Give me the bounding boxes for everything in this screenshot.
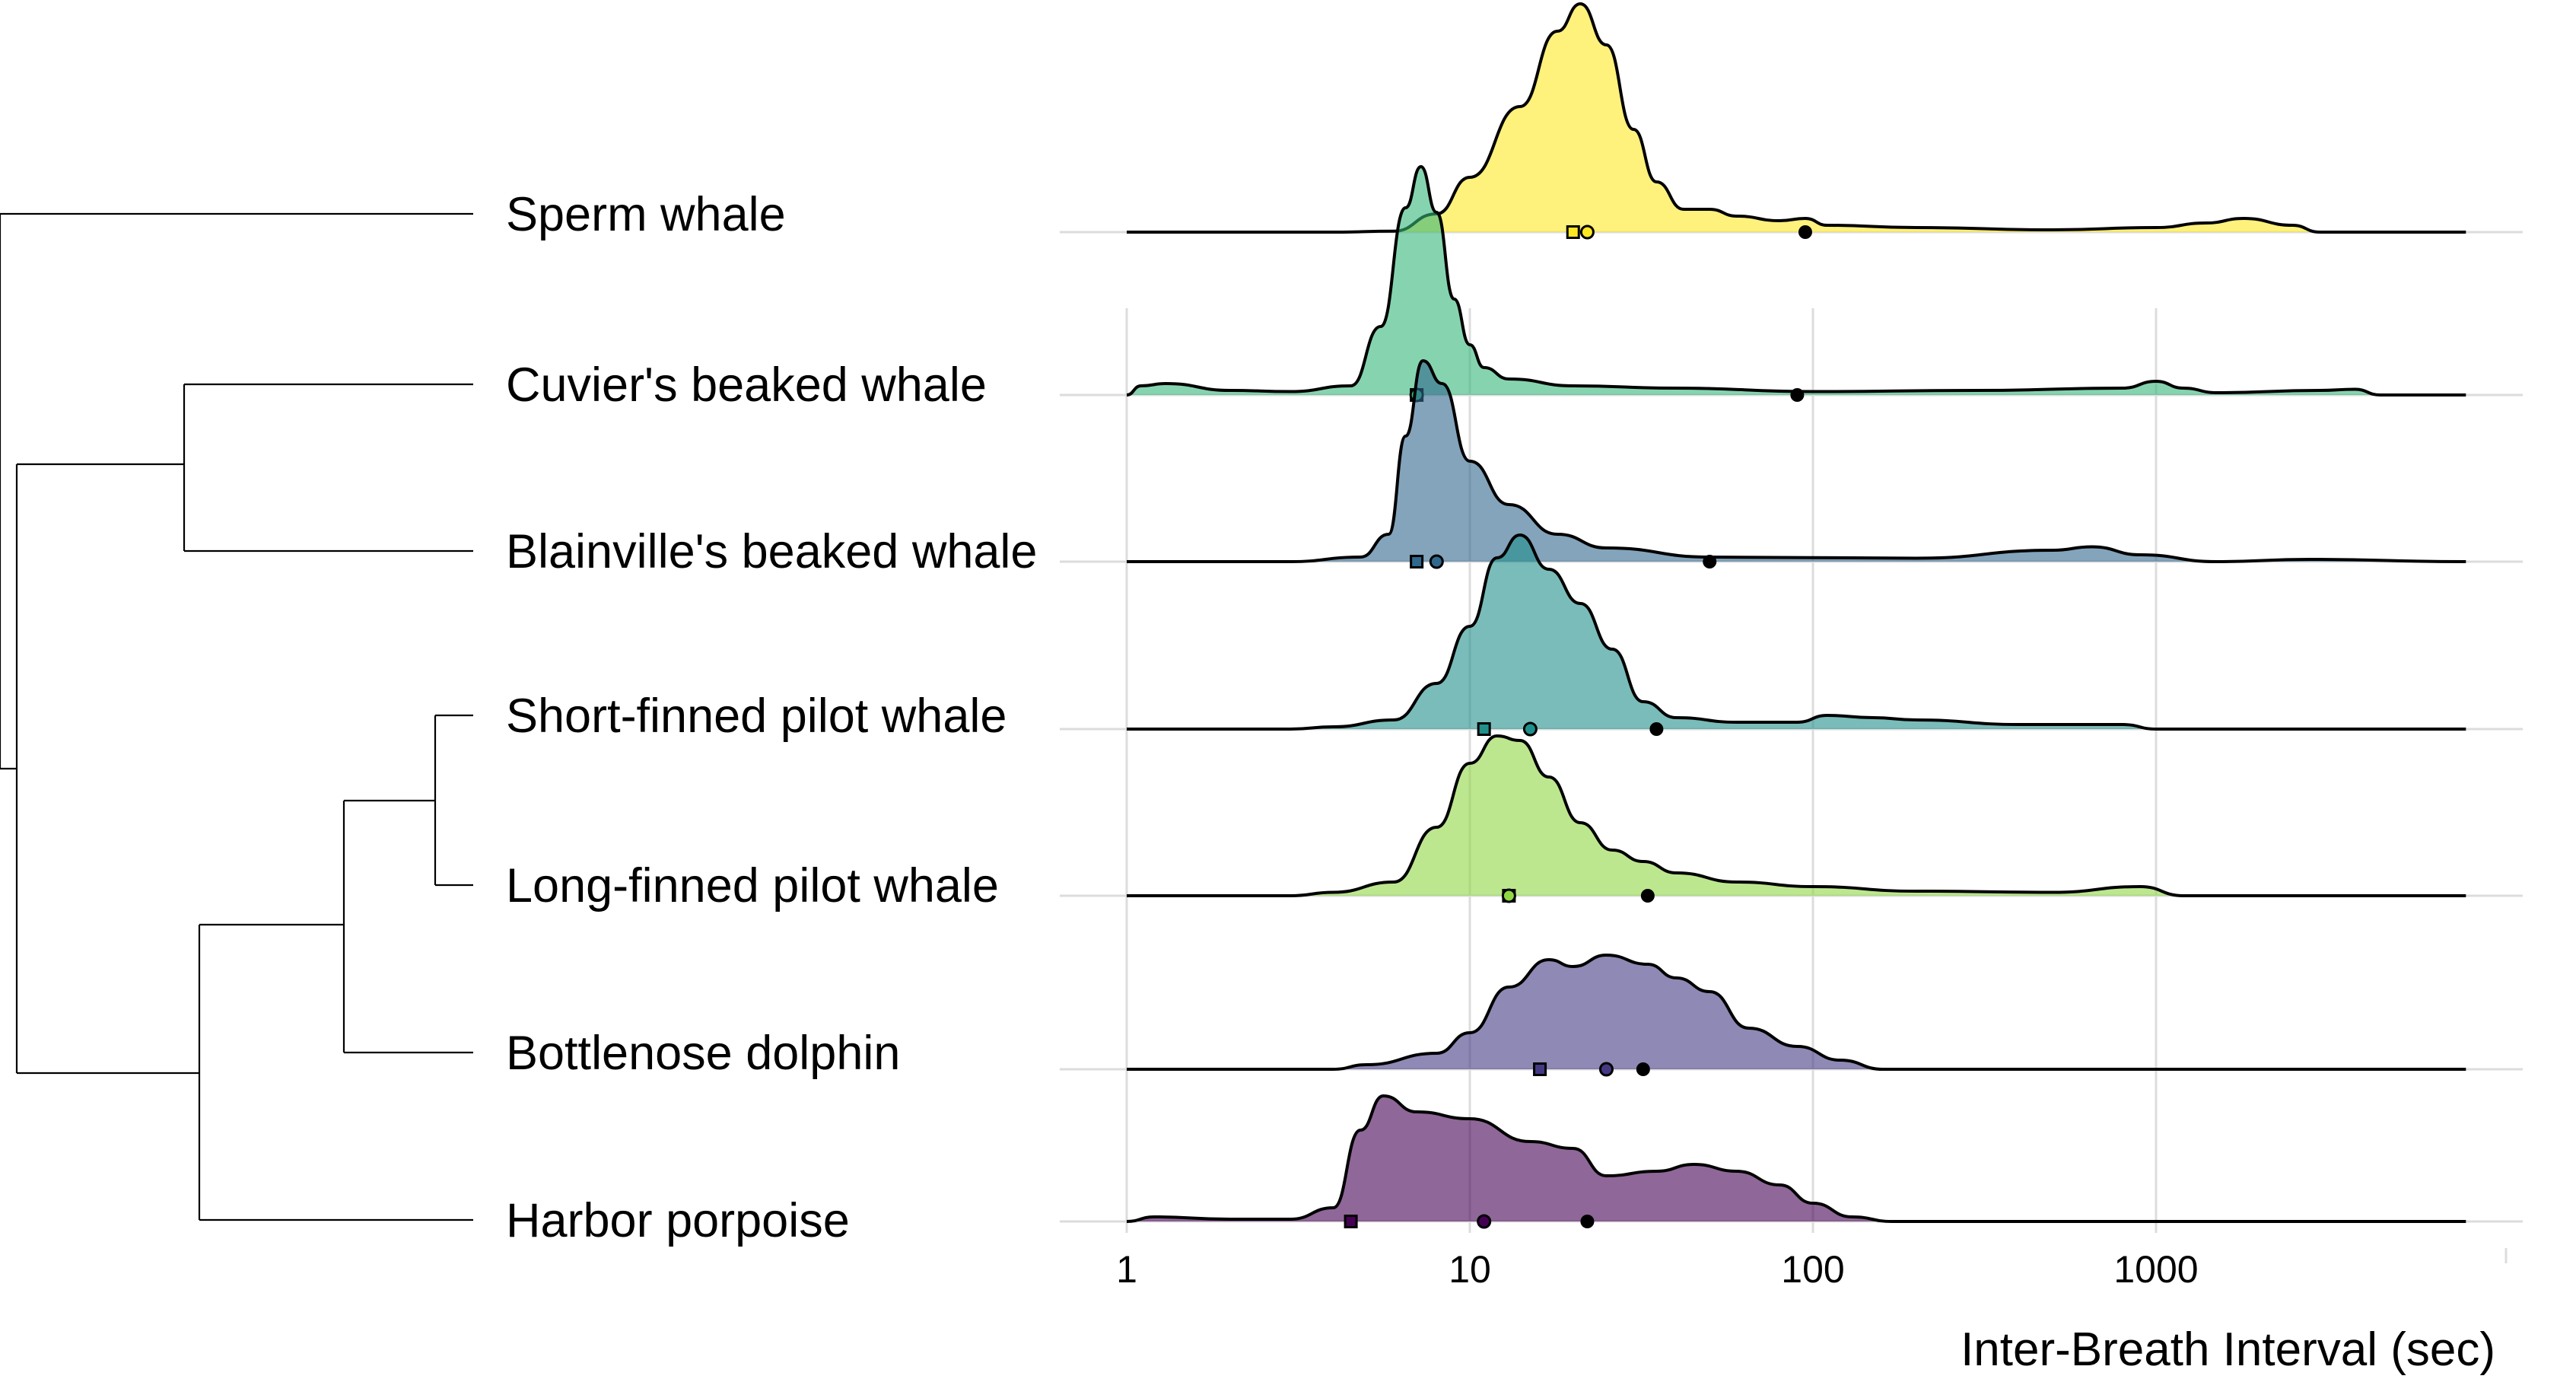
species-label: Bottlenose dolphin [506, 1027, 900, 1080]
open-circle-marker [1477, 1214, 1492, 1229]
filled-circle-marker [1703, 555, 1717, 568]
filled-circle-marker [1798, 225, 1812, 239]
ridge-group [1126, 1094, 2477, 1229]
filled-circle-marker [1649, 722, 1664, 736]
ridge-group [1127, 734, 2477, 903]
ridge-group [1127, 953, 2477, 1077]
open-circle-marker [1522, 721, 1538, 737]
ridge-fill [1127, 535, 2477, 729]
ridge-fill [1127, 167, 2477, 395]
species-label: Sperm whale [506, 188, 786, 241]
x-tick-label: 1000 [2113, 1248, 2198, 1291]
species-label: Long-finned pilot whale [506, 859, 999, 912]
ridge-group [1126, 533, 2477, 737]
x-axis-title: Inter-Breath Interval (sec) [1961, 1323, 2495, 1376]
median-square-marker [1566, 225, 1580, 239]
filled-circle-marker [1580, 1215, 1595, 1228]
median-square-marker [1477, 722, 1491, 736]
open-circle-marker [1579, 225, 1595, 240]
phylogenetic-tree [0, 212, 473, 1221]
ridge-outline [1127, 2, 2466, 234]
ridge-fill [1127, 4, 2477, 232]
median-square-marker [1533, 1062, 1547, 1076]
open-circle-marker [1598, 1062, 1614, 1077]
filled-circle-marker [1636, 1062, 1650, 1076]
x-tick-label: 10 [1449, 1248, 1491, 1291]
ridge-outline [1126, 533, 2466, 731]
ridge-fill [1127, 361, 2477, 562]
species-label: Harbor porpoise [506, 1194, 850, 1247]
ridge-outline [1127, 734, 2466, 898]
ridge-fill [1127, 1096, 2477, 1221]
median-square-marker [1344, 1215, 1358, 1228]
species-label: Blainville's beaked whale [506, 525, 1037, 578]
density-ridges [1126, 2, 2477, 1229]
filled-circle-marker [1640, 889, 1655, 903]
filled-circle-marker [1790, 388, 1805, 402]
species-label: Short-finned pilot whale [506, 690, 1007, 743]
species-labels: Sperm whale Cuvier's beaked whale Blainvil… [506, 188, 1037, 1247]
species-label: Cuvier's beaked whale [506, 358, 987, 412]
ridge-fill [1127, 955, 2477, 1069]
x-axis: 1 10 100 1000 [1116, 1248, 2199, 1291]
ridge-outline [1127, 358, 2466, 564]
x-tick-label: 100 [1781, 1248, 1844, 1291]
open-circle-marker [1501, 888, 1516, 903]
ridge-outline [1126, 164, 2466, 397]
ridge-group [1126, 164, 2477, 403]
tree-root-split [0, 214, 17, 770]
median-square-marker [1410, 555, 1424, 568]
ridge-outline [1127, 953, 2466, 1072]
open-circle-marker [1429, 554, 1444, 569]
ridge-group [1127, 2, 2477, 240]
x-tick-label: 1 [1116, 1248, 1137, 1291]
grid [1060, 231, 2523, 1263]
ridge-group [1127, 358, 2477, 569]
ridge-outline [1126, 1094, 2466, 1224]
ridge-fill [1127, 736, 2477, 896]
